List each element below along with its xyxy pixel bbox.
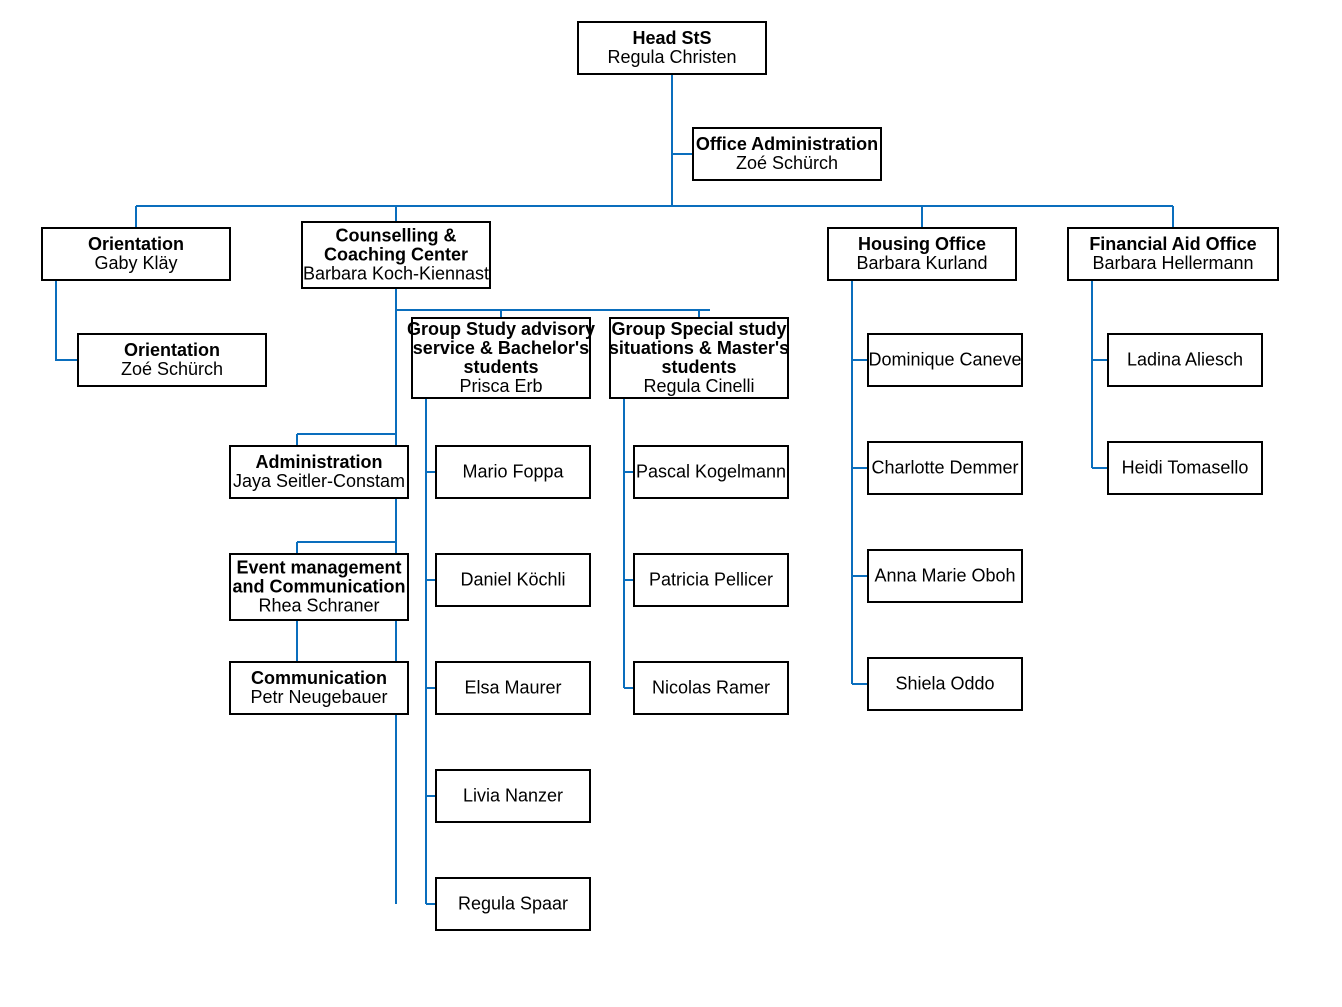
- org-node-h1: Dominique Caneve: [868, 334, 1022, 386]
- org-node-office: Office AdministrationZoé Schürch: [693, 128, 881, 180]
- node-name: Nicolas Ramer: [652, 678, 770, 698]
- node-name: Barbara Kurland: [856, 253, 987, 273]
- node-name: Shiela Oddo: [895, 674, 994, 694]
- node-title: situations & Master's: [609, 338, 789, 358]
- node-name: Prisca Erb: [459, 376, 542, 396]
- node-name: Barbara Koch-Kiennast: [303, 264, 489, 284]
- node-name: Regula Spaar: [458, 894, 568, 914]
- node-title: Communication: [251, 668, 387, 688]
- org-chart: Head StSRegula Christen Office Administra…: [0, 0, 1342, 1007]
- node-title: Orientation: [88, 234, 184, 254]
- org-node-head: Head StSRegula Christen: [578, 22, 766, 74]
- org-node-housing: Housing OfficeBarbara Kurland: [828, 228, 1016, 280]
- node-name: Anna Marie Oboh: [874, 566, 1015, 586]
- node-name: Regula Cinelli: [643, 376, 754, 396]
- org-node-gs_mast: Group Special studysituations & Master's…: [609, 318, 789, 398]
- node-name: Charlotte Demmer: [871, 458, 1018, 478]
- node-name: Regula Christen: [607, 47, 736, 67]
- org-node-gb5: Regula Spaar: [436, 878, 590, 930]
- connector: [56, 280, 78, 360]
- node-name: Livia Nanzer: [463, 786, 563, 806]
- org-node-gm2: Patricia Pellicer: [634, 554, 788, 606]
- org-node-h2: Charlotte Demmer: [868, 442, 1022, 494]
- node-title: Orientation: [124, 340, 220, 360]
- node-name: Zoé Schürch: [736, 153, 838, 173]
- org-node-h3: Anna Marie Oboh: [868, 550, 1022, 602]
- org-node-finaid: Financial Aid OfficeBarbara Hellermann: [1068, 228, 1278, 280]
- node-name: Jaya Seitler-Constam: [233, 471, 405, 491]
- node-name: Petr Neugebauer: [250, 687, 387, 707]
- node-title: students: [463, 357, 538, 377]
- org-node-f1: Ladina Aliesch: [1108, 334, 1262, 386]
- node-title: Housing Office: [858, 234, 986, 254]
- org-node-gm3: Nicolas Ramer: [634, 662, 788, 714]
- node-title: Group Study advisory: [407, 319, 595, 339]
- node-name: Heidi Tomasello: [1122, 458, 1249, 478]
- org-node-gb3: Elsa Maurer: [436, 662, 590, 714]
- node-name: Daniel Köchli: [460, 570, 565, 590]
- org-node-gm1: Pascal Kogelmann: [634, 446, 788, 498]
- org-node-gs_bach: Group Study advisoryservice & Bachelor's…: [407, 318, 595, 398]
- org-node-f2: Heidi Tomasello: [1108, 442, 1262, 494]
- org-node-admin_ccc: AdministrationJaya Seitler-Constam: [230, 446, 408, 498]
- node-name: Barbara Hellermann: [1092, 253, 1253, 273]
- org-node-gb4: Livia Nanzer: [436, 770, 590, 822]
- node-title: Counselling &: [336, 226, 457, 246]
- node-title: students: [661, 357, 736, 377]
- org-node-ccc: Counselling &Coaching CenterBarbara Koch…: [302, 222, 490, 288]
- node-title: Head StS: [632, 28, 711, 48]
- node-name: Zoé Schürch: [121, 359, 223, 379]
- node-title: Administration: [255, 452, 382, 472]
- org-node-evtmgmt: Event managementand CommunicationRhea Sc…: [230, 554, 408, 620]
- node-name: Ladina Aliesch: [1127, 350, 1243, 370]
- org-node-orientation: OrientationGaby Kläy: [42, 228, 230, 280]
- org-node-comm: CommunicationPetr Neugebauer: [230, 662, 408, 714]
- org-node-orientation2: OrientationZoé Schürch: [78, 334, 266, 386]
- node-name: Rhea Schraner: [258, 596, 379, 616]
- node-title: service & Bachelor's: [413, 338, 589, 358]
- node-title: and Communication: [232, 577, 405, 597]
- node-title: Financial Aid Office: [1089, 234, 1256, 254]
- node-name: Elsa Maurer: [464, 678, 561, 698]
- org-node-gb1: Mario Foppa: [436, 446, 590, 498]
- node-title: Event management: [236, 558, 401, 578]
- node-title: Office Administration: [696, 134, 878, 154]
- org-node-h4: Shiela Oddo: [868, 658, 1022, 710]
- node-title: Coaching Center: [324, 245, 468, 265]
- org-node-gb2: Daniel Köchli: [436, 554, 590, 606]
- node-name: Dominique Caneve: [868, 350, 1021, 370]
- node-title: Group Special study: [611, 319, 786, 339]
- node-name: Gaby Kläy: [94, 253, 177, 273]
- node-name: Mario Foppa: [462, 462, 564, 482]
- node-name: Patricia Pellicer: [649, 570, 773, 590]
- node-name: Pascal Kogelmann: [636, 462, 786, 482]
